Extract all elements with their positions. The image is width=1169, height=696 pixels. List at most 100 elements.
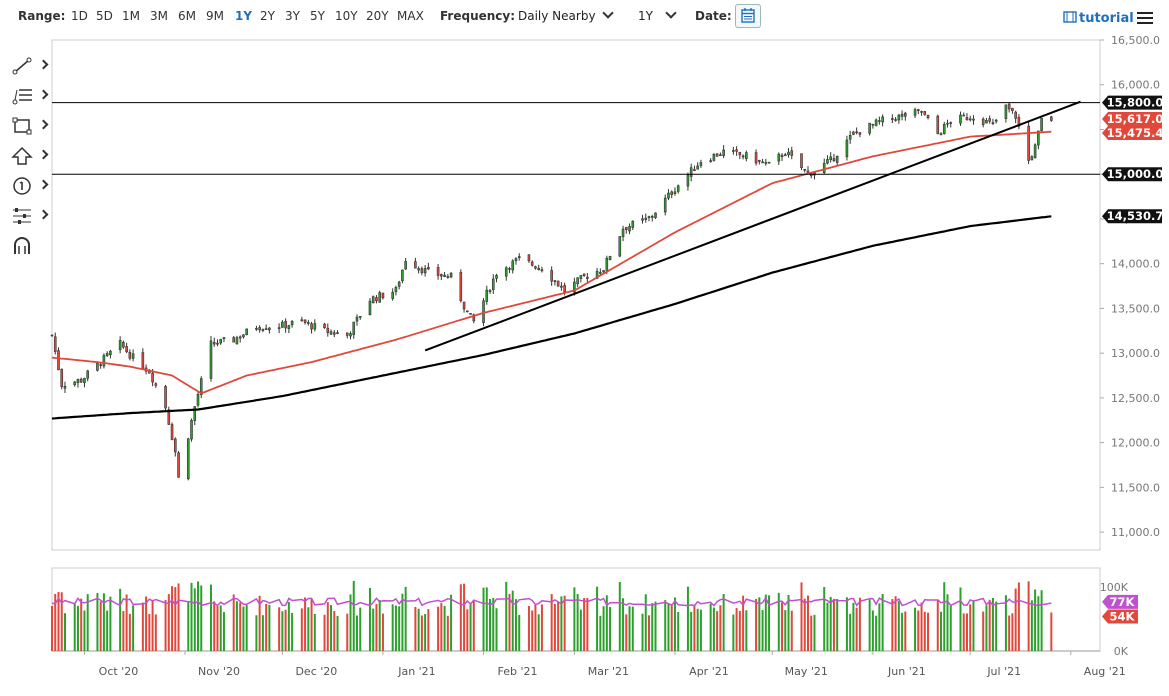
range-5y-button[interactable]: 5Y bbox=[310, 9, 325, 23]
candle-body bbox=[281, 321, 284, 328]
x-tick-label: Dec '20 bbox=[295, 665, 337, 678]
volume-bar bbox=[901, 612, 904, 651]
volume-bar bbox=[261, 615, 264, 651]
volume-bar bbox=[378, 599, 381, 651]
range-3m-button[interactable]: 3M bbox=[150, 9, 168, 23]
volume-bar bbox=[148, 614, 151, 651]
candle-body bbox=[173, 438, 177, 453]
annotation-tool-button[interactable] bbox=[10, 176, 49, 196]
candle-body bbox=[63, 386, 67, 389]
candle-body bbox=[186, 438, 190, 480]
fibonacci-tool-button[interactable] bbox=[10, 86, 49, 106]
y-tick-label: 11,000.0 bbox=[1111, 526, 1160, 539]
calendar-button[interactable] bbox=[735, 4, 761, 28]
range-5d-button[interactable]: 5D bbox=[96, 9, 113, 23]
volume-bar bbox=[693, 605, 696, 651]
volume-bar bbox=[988, 599, 991, 651]
frequency-select[interactable]: Daily Nearby bbox=[518, 7, 614, 23]
settings-tool-button[interactable] bbox=[10, 206, 49, 226]
candle-body bbox=[495, 274, 498, 279]
candle-body bbox=[641, 218, 644, 221]
volume-bar bbox=[995, 601, 998, 651]
candle-body bbox=[764, 162, 768, 164]
volume-bar bbox=[355, 615, 358, 651]
range-max-button[interactable]: MAX bbox=[397, 9, 424, 23]
range-10y-button[interactable]: 10Y bbox=[335, 9, 358, 23]
volume-bar bbox=[1017, 582, 1020, 651]
candle-body bbox=[800, 153, 803, 169]
range-20y-button[interactable]: 20Y bbox=[366, 9, 389, 23]
candle-body bbox=[1027, 125, 1030, 161]
candle-body bbox=[1011, 107, 1014, 111]
volume-bar bbox=[281, 611, 284, 651]
volume-bar bbox=[417, 608, 420, 651]
candle-body bbox=[485, 289, 489, 302]
volume-bar bbox=[1030, 600, 1033, 651]
volume-bar bbox=[472, 601, 475, 651]
candle-body bbox=[355, 316, 359, 322]
price-badge bbox=[1102, 95, 1162, 110]
candle-body bbox=[378, 292, 382, 303]
candle-body bbox=[170, 424, 174, 441]
volume-badge-label: 54K bbox=[1110, 610, 1136, 624]
candle-body bbox=[504, 267, 508, 277]
frequency-value: Daily Nearby bbox=[518, 9, 596, 23]
volume-bar bbox=[709, 603, 712, 651]
price-chart[interactable]: 11,000.0 11,500.0 12,000.0 12,500.0 13,000.0… bbox=[0, 34, 1169, 696]
candle-body bbox=[102, 355, 106, 367]
candle-body bbox=[122, 341, 125, 348]
candle-body bbox=[423, 268, 427, 274]
candle-body bbox=[949, 122, 953, 124]
volume-bar bbox=[446, 615, 449, 651]
trendline[interactable] bbox=[424, 100, 1081, 352]
arrow-tool-button[interactable] bbox=[10, 146, 49, 166]
hamburger-menu-icon[interactable] bbox=[1137, 12, 1153, 24]
candle-body bbox=[212, 342, 216, 345]
candle-body bbox=[284, 320, 287, 329]
line-tool-button[interactable] bbox=[10, 56, 49, 76]
candle-body bbox=[261, 329, 265, 331]
candle-body bbox=[196, 394, 200, 406]
volume-bar bbox=[245, 605, 248, 651]
volume-bar bbox=[755, 598, 758, 651]
range-6m-button[interactable]: 6M bbox=[178, 9, 196, 23]
candle-body bbox=[761, 161, 764, 164]
volume-bar bbox=[80, 598, 83, 651]
volume-bar bbox=[174, 587, 177, 651]
range-2y-button[interactable]: 2Y bbox=[260, 9, 275, 23]
candle-body bbox=[358, 316, 362, 318]
period-select[interactable]: 1Y bbox=[638, 7, 677, 23]
candle-body bbox=[76, 379, 80, 384]
range-1m-button[interactable]: 1M bbox=[122, 9, 140, 23]
volume-bar bbox=[450, 594, 453, 651]
volume-bar bbox=[216, 605, 219, 651]
chevron-down-icon bbox=[601, 7, 614, 19]
magnet-tool-button[interactable] bbox=[10, 236, 44, 256]
candle-body bbox=[255, 328, 258, 330]
range-3y-button[interactable]: 3Y bbox=[285, 9, 300, 23]
candle-body bbox=[287, 325, 291, 329]
range-1d-button[interactable]: 1D bbox=[71, 9, 88, 23]
candle-body bbox=[608, 256, 612, 260]
candle-body bbox=[803, 168, 807, 171]
candle-body bbox=[894, 119, 897, 121]
volume-bar bbox=[852, 602, 855, 651]
range-9m-button[interactable]: 9M bbox=[206, 9, 224, 23]
candle-body bbox=[404, 261, 407, 270]
volume-bar bbox=[813, 614, 816, 651]
volume-bar bbox=[443, 605, 446, 651]
candle-body bbox=[73, 381, 77, 386]
tutorial-link[interactable]: tutorial bbox=[1063, 11, 1134, 26]
volume-bar bbox=[310, 599, 313, 651]
volume-bar bbox=[784, 610, 787, 651]
candle-body bbox=[131, 353, 135, 359]
volume-bar bbox=[333, 611, 336, 651]
volume-bar bbox=[401, 593, 404, 651]
shape-tool-button[interactable] bbox=[10, 116, 49, 136]
range-1y-button[interactable]: 1Y bbox=[235, 9, 253, 23]
volume-bar bbox=[962, 613, 965, 651]
volume-bar bbox=[868, 599, 871, 651]
volume-bar bbox=[605, 595, 608, 651]
volume-bar bbox=[336, 615, 339, 651]
candle-body bbox=[381, 292, 385, 299]
